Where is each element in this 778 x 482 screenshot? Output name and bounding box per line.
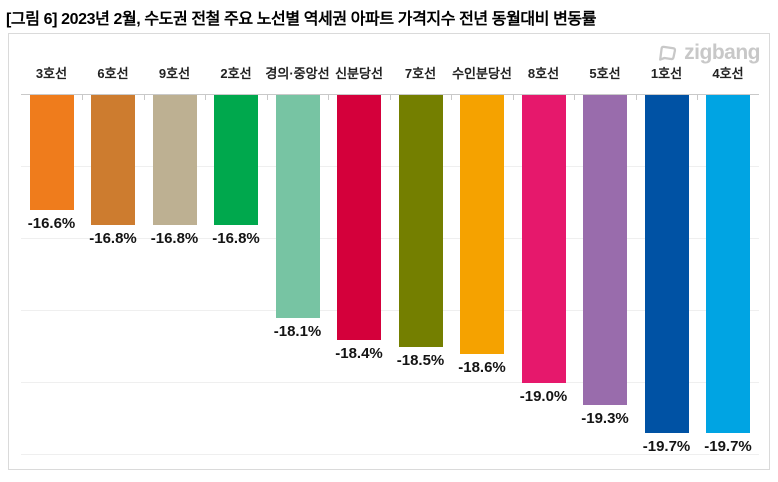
- axis-tick: [512, 95, 514, 100]
- axis-tick: [328, 95, 330, 100]
- value-label: -19.3%: [581, 409, 629, 427]
- value-label: -16.8%: [212, 229, 260, 247]
- bar: [398, 95, 443, 347]
- figure-title: [그림 6] 2023년 2월, 수도권 전철 주요 노선별 역세권 아파트 가…: [6, 11, 597, 28]
- category-label: 3호선: [35, 66, 68, 81]
- bar: [521, 95, 566, 383]
- value-label: -19.7%: [642, 438, 691, 456]
- bar: [214, 95, 258, 225]
- bar: [29, 95, 74, 211]
- value-label: -18.4%: [335, 344, 383, 362]
- category-label: 5호선: [589, 66, 621, 81]
- value-label: -16.8%: [89, 229, 137, 247]
- axis-tick: [143, 95, 145, 100]
- value-label: -16.6%: [27, 215, 76, 233]
- bar: [275, 95, 320, 319]
- bar: [460, 95, 504, 355]
- bar: [91, 95, 135, 225]
- axis-tick: [451, 95, 453, 100]
- gridline: [21, 310, 759, 311]
- value-label: -18.5%: [396, 352, 445, 369]
- axis-tick: [635, 95, 637, 100]
- category-label: 8호선: [527, 66, 560, 81]
- bar: [706, 95, 750, 434]
- category-label: 2호선: [220, 66, 252, 81]
- chart-box: zigbang 3호선 -16.6% 6호선 -16.8% 9호선 -16.8% 2호선 -1…: [8, 33, 770, 470]
- value-label: -18.1%: [273, 323, 322, 341]
- axis-tick: [205, 95, 207, 100]
- zigbang-logo-text: zigbang: [684, 41, 760, 64]
- value-label: -19.7%: [704, 438, 752, 456]
- axis-tick: [389, 95, 391, 100]
- category-label: 신분당선: [335, 66, 383, 81]
- zigbang-logo: zigbang: [655, 41, 760, 65]
- bar: [337, 95, 381, 340]
- axis-tick: [266, 95, 268, 100]
- plot-area: 3호선 -16.6% 6호선 -16.8% 9호선 -16.8% 2호선 -16.8% 경의·중…: [9, 34, 769, 469]
- value-label: -18.6%: [458, 359, 506, 377]
- bar: [644, 95, 689, 434]
- axis-tick: [574, 95, 576, 100]
- baseline-axis: [21, 94, 759, 95]
- axis-tick: [82, 95, 84, 100]
- bar: [583, 95, 627, 405]
- value-label: -16.8%: [150, 229, 199, 247]
- gridline: [21, 166, 759, 167]
- category-label: 6호선: [97, 66, 129, 81]
- category-label: 수인분당선: [452, 66, 512, 81]
- gridline: [21, 382, 759, 383]
- axis-tick: [697, 95, 699, 100]
- category-label: 경의·중앙선: [265, 66, 330, 81]
- gridline: [21, 238, 759, 239]
- value-label: -19.0%: [519, 388, 568, 405]
- category-label: 1호선: [650, 66, 683, 81]
- category-label: 4호선: [712, 66, 744, 81]
- bar: [152, 95, 197, 225]
- category-label: 7호선: [404, 66, 437, 81]
- gridline: [21, 454, 759, 455]
- category-label: 9호선: [158, 66, 191, 81]
- zigbang-logo-icon: [659, 45, 677, 61]
